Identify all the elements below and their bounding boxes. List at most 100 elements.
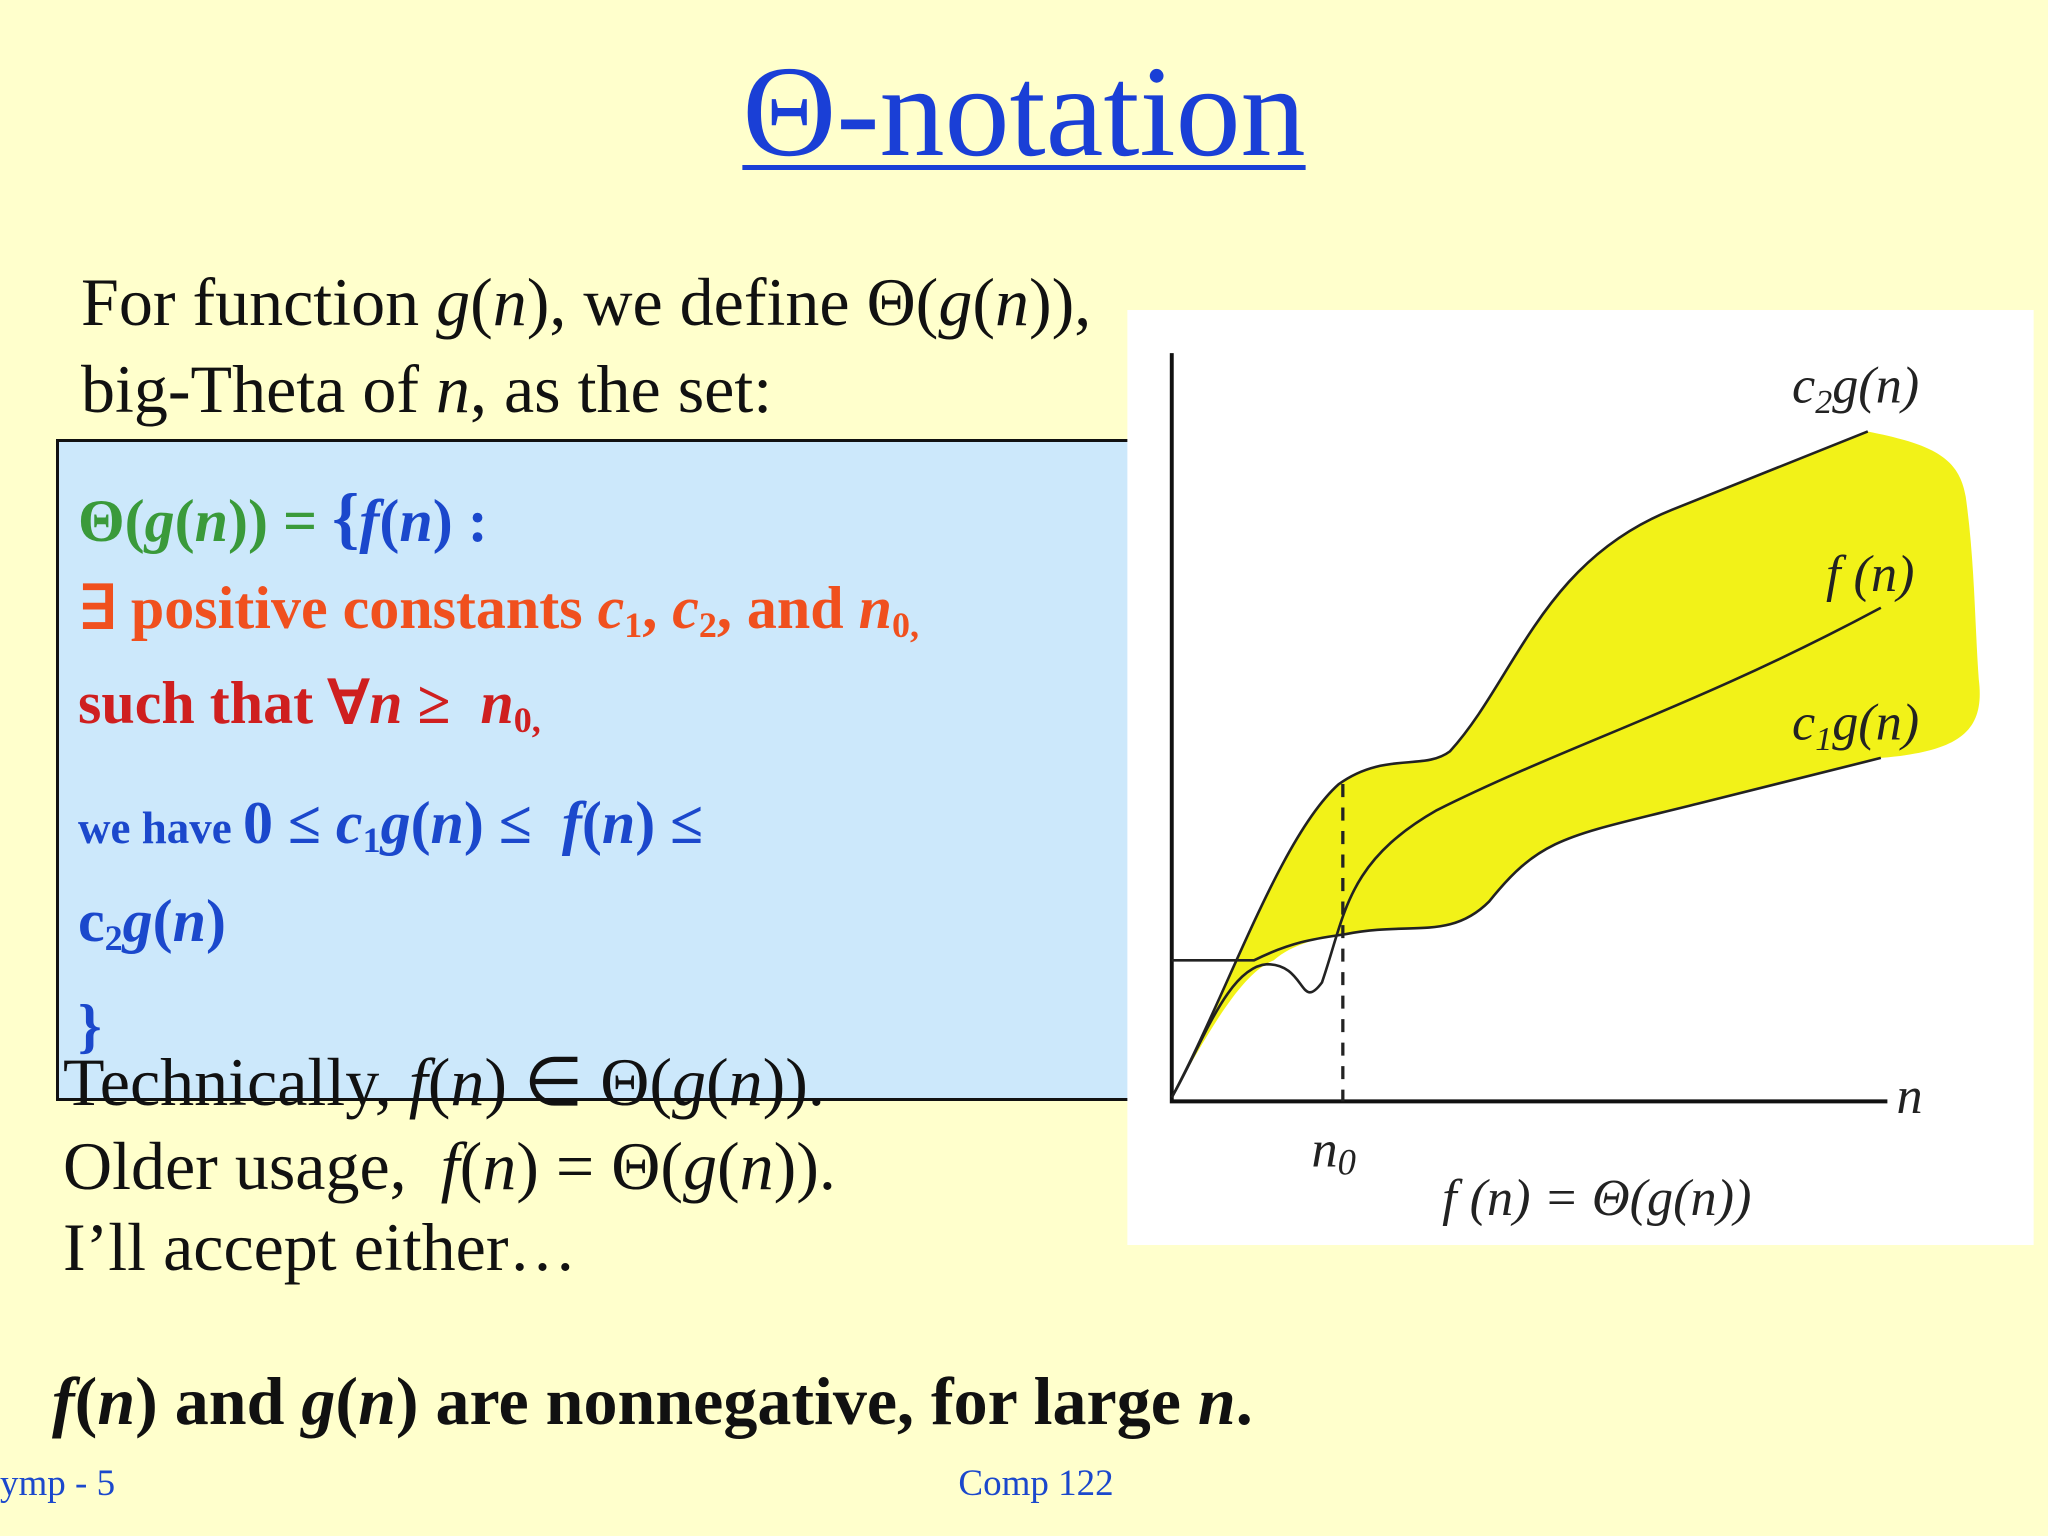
text-fragment: n bbox=[482, 1128, 517, 1204]
text-fragment: ) = Θ( bbox=[516, 1128, 683, 1204]
text-fragment: n bbox=[728, 1044, 763, 1120]
text-fragment: ( bbox=[410, 790, 431, 856]
definition-line: we have 0 ≤ c1g(n) ≤ f(n) ≤ bbox=[78, 793, 703, 858]
text-fragment: ) ≤ bbox=[463, 790, 562, 856]
text-fragment: g bbox=[301, 1363, 336, 1439]
theta-region bbox=[1171, 431, 1980, 1098]
text-fragment: such that ∀ bbox=[78, 670, 370, 736]
text-fragment: f bbox=[408, 1044, 428, 1120]
text-fragment: g bbox=[671, 1044, 706, 1120]
text-fragment: )). bbox=[773, 1128, 836, 1204]
axes bbox=[1169, 353, 1888, 1104]
c2g-label: c2g(n) bbox=[1792, 357, 1919, 421]
text-fragment: } bbox=[78, 993, 102, 1059]
label-part: n bbox=[1311, 1121, 1337, 1179]
label-part: g(n) bbox=[1832, 694, 1919, 752]
intro-line: For function g(n), we define Θ(g(n)), bbox=[81, 268, 1091, 336]
label-part: g(n) bbox=[1832, 357, 1919, 415]
text-fragment: { bbox=[332, 480, 360, 556]
text-fragment: f bbox=[359, 488, 380, 554]
text-fragment: c bbox=[672, 575, 699, 641]
text-fragment: n bbox=[858, 575, 893, 641]
definition-box bbox=[56, 439, 1147, 1101]
label-part: 0 bbox=[1338, 1141, 1356, 1182]
usage-line: I’ll accept either… bbox=[63, 1213, 577, 1281]
text-fragment: 2 bbox=[104, 918, 123, 958]
figure-caption: f (n) = Θ(g(n)) bbox=[1442, 1169, 1751, 1227]
text-fragment: n bbox=[450, 1044, 485, 1120]
text-fragment: ( bbox=[459, 1128, 483, 1204]
text-fragment: )), bbox=[1028, 264, 1092, 340]
f-curve bbox=[1170, 606, 1882, 1099]
text-fragment: 2 bbox=[698, 605, 717, 645]
footer-left: ymp - 5 bbox=[0, 1463, 116, 1504]
text-fragment: ( bbox=[716, 1128, 740, 1204]
usage-line: Older usage, f(n) = Θ(g(n)). bbox=[63, 1132, 836, 1200]
text-fragment: n bbox=[369, 670, 403, 736]
c1g-curve bbox=[1171, 756, 1882, 962]
text-fragment: ( bbox=[581, 790, 602, 856]
text-fragment: ( bbox=[972, 264, 995, 340]
definition-line: Θ(g(n)) = {f(n) : bbox=[78, 484, 488, 553]
text-fragment: Technically, bbox=[63, 1044, 409, 1120]
text-fragment: f bbox=[561, 790, 582, 856]
note-line: f(n) and g(n) are nonnegative, for large… bbox=[52, 1367, 1253, 1435]
definition-line: c2g(n) bbox=[78, 891, 226, 956]
text-fragment: ( bbox=[470, 264, 493, 340]
text-fragment: 0, bbox=[892, 605, 920, 645]
text-fragment: ( bbox=[74, 1363, 98, 1439]
text-fragment: n bbox=[492, 264, 527, 340]
text-fragment: n bbox=[994, 264, 1029, 340]
definition-line: } bbox=[78, 996, 102, 1056]
text-fragment: c bbox=[597, 575, 625, 641]
text-fragment: ≥ bbox=[402, 670, 481, 736]
text-fragment: ) ∈ Θ( bbox=[484, 1044, 672, 1120]
text-fragment: )). bbox=[762, 1044, 825, 1120]
text-fragment: n bbox=[358, 1363, 396, 1439]
text-fragment: , bbox=[642, 575, 673, 641]
text-fragment: n bbox=[172, 888, 206, 954]
intro-line: big-Theta of n, as the set: bbox=[81, 355, 772, 423]
text-fragment: n bbox=[194, 488, 229, 554]
text-fragment: we have bbox=[78, 803, 243, 853]
label-part: 2 bbox=[1815, 384, 1832, 421]
text-fragment: ( bbox=[379, 488, 400, 554]
c2g-curve bbox=[1170, 430, 1869, 1099]
text-fragment: n bbox=[435, 351, 470, 427]
text-fragment: )) = bbox=[228, 488, 333, 554]
text-fragment: Older usage, bbox=[63, 1128, 441, 1204]
text-fragment: ( bbox=[174, 488, 195, 554]
text-fragment: big-Theta of bbox=[81, 351, 436, 427]
text-fragment: c bbox=[78, 888, 105, 954]
text-fragment: n bbox=[739, 1128, 774, 1204]
text-fragment: Θ( bbox=[78, 488, 145, 554]
text-fragment: n bbox=[1197, 1363, 1236, 1439]
text-fragment: ) and bbox=[135, 1363, 302, 1439]
text-fragment: 0 ≤ bbox=[242, 790, 336, 856]
text-fragment: g bbox=[682, 1128, 717, 1204]
label-part: c bbox=[1792, 694, 1815, 752]
text-fragment: ) bbox=[206, 888, 226, 954]
text-fragment: , as the set: bbox=[469, 351, 773, 427]
text-fragment: . bbox=[1235, 1363, 1253, 1439]
text-fragment: n bbox=[97, 1363, 136, 1439]
label-part: c bbox=[1792, 357, 1815, 415]
text-fragment: f bbox=[52, 1363, 75, 1439]
text-fragment: n bbox=[430, 790, 464, 856]
text-fragment: 1 bbox=[624, 605, 643, 645]
text-fragment: I’ll accept either… bbox=[63, 1209, 577, 1285]
text-fragment: ( bbox=[152, 888, 173, 954]
text-fragment: For function bbox=[81, 264, 437, 340]
theta-figure: c2g(n) f (n) c1g(n) n n0 f (n) = Θ(g(n)) bbox=[1127, 310, 2034, 1245]
text-fragment: n bbox=[601, 790, 636, 856]
text-fragment: ) are nonnegative, for large bbox=[395, 1363, 1198, 1439]
usage-line: Technically, f(n) ∈ Θ(g(n)). bbox=[63, 1048, 825, 1116]
text-fragment: ( bbox=[335, 1363, 359, 1439]
c1g-label: c1g(n) bbox=[1792, 694, 1919, 758]
text-fragment: 0, bbox=[513, 700, 541, 740]
text-fragment: g bbox=[380, 790, 411, 856]
n0-label: n0 bbox=[1311, 1121, 1355, 1183]
definition-line: ∃ positive constants c1, c2, and n0, bbox=[78, 578, 919, 643]
